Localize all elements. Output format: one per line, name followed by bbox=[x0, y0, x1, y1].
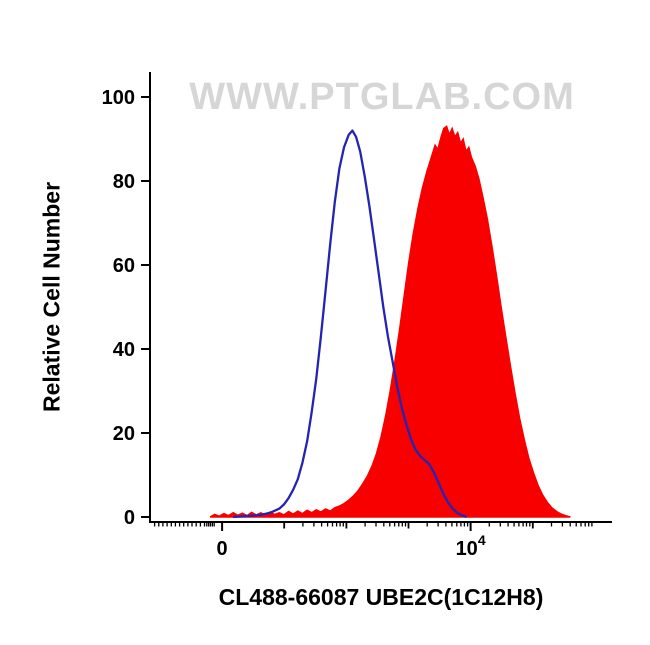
y-tick-label: 0 bbox=[124, 507, 135, 529]
x-axis-title: CL488-66087 UBE2C(1C12H8) bbox=[218, 584, 544, 610]
watermark-text: WWW.PTGLAB.COM bbox=[189, 76, 575, 118]
y-axis-ticks: 0 20 40 60 80 100 bbox=[102, 87, 150, 529]
y-axis-title-text: Relative Cell Number bbox=[38, 181, 65, 413]
axes-group bbox=[149, 72, 612, 523]
y-tick-label: 40 bbox=[113, 339, 135, 361]
y-tick-label: 100 bbox=[102, 87, 135, 109]
y-tick-label: 80 bbox=[113, 171, 135, 193]
x-tick-label: 0 bbox=[217, 538, 228, 560]
y-tick-label: 60 bbox=[113, 255, 135, 277]
series-group bbox=[209, 125, 571, 519]
series-red-filled-sample bbox=[209, 125, 571, 518]
x-axis-ticks: 0 104 bbox=[153, 522, 593, 560]
series-blue-open-control bbox=[233, 129, 467, 519]
y-tick-label: 20 bbox=[113, 423, 135, 445]
x-tick-label: 104 bbox=[456, 532, 486, 560]
